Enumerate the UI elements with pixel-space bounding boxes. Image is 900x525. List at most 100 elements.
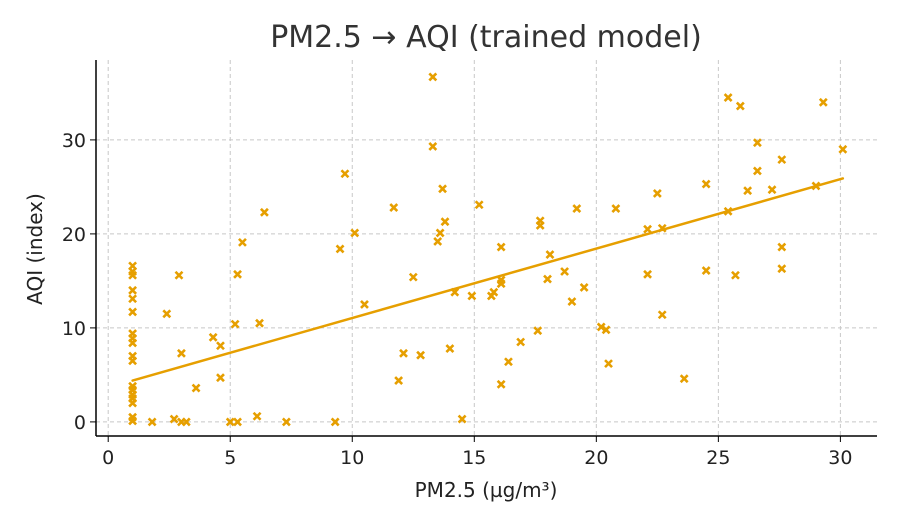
scatter-point bbox=[389, 203, 399, 212]
scatter-point bbox=[679, 374, 689, 384]
scatter-point bbox=[230, 319, 240, 329]
scatter-point bbox=[545, 250, 555, 259]
scatter-point bbox=[428, 72, 438, 82]
scatter-point bbox=[752, 166, 762, 176]
scatter-point bbox=[394, 376, 404, 385]
scatter-point bbox=[543, 274, 552, 284]
scatter-point bbox=[162, 309, 172, 319]
scatter-point bbox=[723, 93, 733, 103]
scatter-point bbox=[657, 310, 667, 320]
scatter-point bbox=[743, 186, 753, 196]
scatter-point bbox=[335, 244, 345, 254]
x-axis-label: PM2.5 (µg/m³) bbox=[415, 478, 558, 502]
scatter-point bbox=[128, 338, 138, 348]
scatter-point bbox=[259, 207, 269, 217]
scatter-point bbox=[438, 184, 447, 194]
scatter-point bbox=[216, 341, 225, 351]
scatter-point bbox=[174, 270, 184, 280]
y-tick-label: 30 bbox=[62, 130, 86, 152]
scatter-point bbox=[128, 356, 138, 366]
scatter-point bbox=[496, 242, 506, 252]
scatter-point bbox=[181, 417, 191, 427]
gridlines bbox=[96, 60, 877, 436]
scatter-point bbox=[838, 144, 848, 154]
scatter-point bbox=[440, 217, 450, 227]
axis-ticks: 0 5 10 15 20 25 30 0 10 20 30 bbox=[62, 130, 853, 469]
scatter-point bbox=[238, 237, 247, 247]
scatter-point bbox=[467, 291, 477, 301]
scatter-point bbox=[435, 228, 445, 238]
x-tick-label: 0 bbox=[102, 447, 114, 469]
x-tick-label: 20 bbox=[584, 447, 608, 469]
scatter-point bbox=[281, 417, 291, 427]
scatter-point bbox=[752, 138, 762, 148]
scatter-point bbox=[128, 416, 138, 426]
scatter-point bbox=[596, 322, 606, 332]
scatter-point bbox=[340, 169, 350, 179]
scatter-point bbox=[652, 189, 662, 198]
scatter-point bbox=[128, 307, 138, 317]
chart-title: PM2.5 → AQI (trained model) bbox=[270, 20, 702, 55]
scatter-point bbox=[701, 179, 711, 189]
scatter-point bbox=[504, 357, 513, 367]
scatter-point bbox=[233, 269, 242, 279]
scatter-point bbox=[579, 283, 589, 292]
scatter-point bbox=[535, 216, 545, 226]
scatter-point bbox=[428, 142, 438, 151]
x-tick-label: 10 bbox=[340, 447, 364, 469]
scatter-point bbox=[330, 417, 340, 427]
scatter-point bbox=[416, 350, 426, 360]
scatter-point bbox=[489, 287, 499, 297]
scatter-point bbox=[252, 411, 262, 421]
x-tick-label: 30 bbox=[828, 447, 852, 469]
scatter-point bbox=[767, 185, 777, 195]
scatter-point bbox=[474, 200, 484, 210]
scatter-point bbox=[177, 348, 186, 358]
x-tick-label: 15 bbox=[462, 447, 486, 469]
scatter-point bbox=[818, 97, 828, 107]
scatter-point bbox=[496, 379, 506, 389]
scatter-point bbox=[457, 414, 467, 424]
y-axis-label: AQI (index) bbox=[23, 193, 47, 305]
scatter-point bbox=[611, 204, 621, 213]
y-tick-label: 20 bbox=[62, 224, 86, 246]
y-tick-label: 0 bbox=[74, 412, 86, 434]
regression-line bbox=[131, 177, 845, 382]
scatter-point bbox=[731, 270, 740, 280]
scatter-point bbox=[208, 332, 218, 342]
scatter-point bbox=[128, 398, 138, 408]
scatter-point bbox=[433, 237, 443, 246]
scatter-point bbox=[255, 318, 264, 328]
scatter-point bbox=[128, 270, 138, 280]
scatter-point bbox=[128, 294, 138, 304]
scatter-point bbox=[128, 285, 138, 295]
scatter-point bbox=[360, 299, 369, 309]
scatter-point bbox=[216, 373, 225, 383]
scatter-point bbox=[350, 228, 360, 238]
scatter-point bbox=[408, 272, 418, 282]
scatter-point bbox=[572, 204, 582, 213]
scatter-point bbox=[601, 325, 611, 335]
scatter-point bbox=[701, 266, 711, 275]
scatter-point bbox=[169, 414, 179, 424]
scatter-point bbox=[445, 344, 455, 353]
scatter-point bbox=[567, 297, 577, 306]
scatter-point bbox=[604, 359, 613, 369]
scatter-point bbox=[191, 383, 201, 393]
series-layer bbox=[128, 72, 848, 427]
scatter-point bbox=[643, 269, 653, 279]
scatter-point bbox=[533, 326, 543, 336]
scatter-point bbox=[777, 264, 787, 274]
x-tick-label: 25 bbox=[706, 447, 730, 469]
scatter-point bbox=[399, 348, 408, 358]
scatter-point bbox=[560, 267, 570, 276]
scatter-point bbox=[777, 155, 787, 165]
scatter-point bbox=[735, 101, 745, 111]
x-tick-label: 5 bbox=[224, 447, 236, 469]
y-tick-label: 10 bbox=[62, 318, 86, 340]
scatter-point bbox=[225, 417, 235, 427]
scatter-point bbox=[777, 242, 787, 252]
scatter-point bbox=[516, 337, 526, 347]
scatter-point bbox=[147, 417, 157, 427]
